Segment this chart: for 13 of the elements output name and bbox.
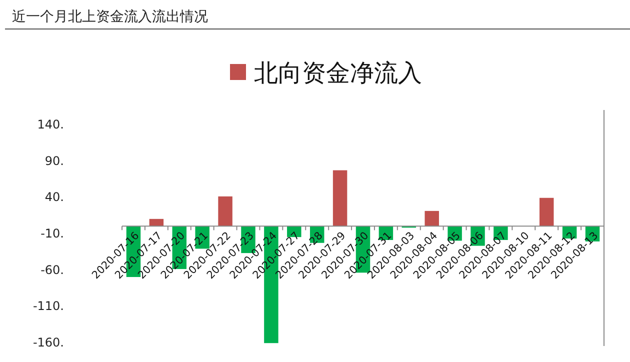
bar	[218, 196, 232, 226]
y-tick-label: 90.	[44, 154, 64, 168]
y-tick-label: -60.	[40, 262, 64, 277]
bar	[424, 210, 439, 226]
y-tick-label: -10.	[40, 226, 64, 240]
y-tick-label: 40.	[44, 190, 64, 204]
legend: 北向资金净流入	[230, 59, 422, 87]
bar	[332, 170, 348, 226]
y-tick-label: -110.	[32, 299, 64, 314]
chart-title: 近一个月北上资金流入流出情况	[12, 9, 208, 25]
y-tick-label: 140.	[37, 118, 64, 132]
bar	[540, 198, 554, 226]
y-tick-label: -160.	[32, 335, 64, 350]
